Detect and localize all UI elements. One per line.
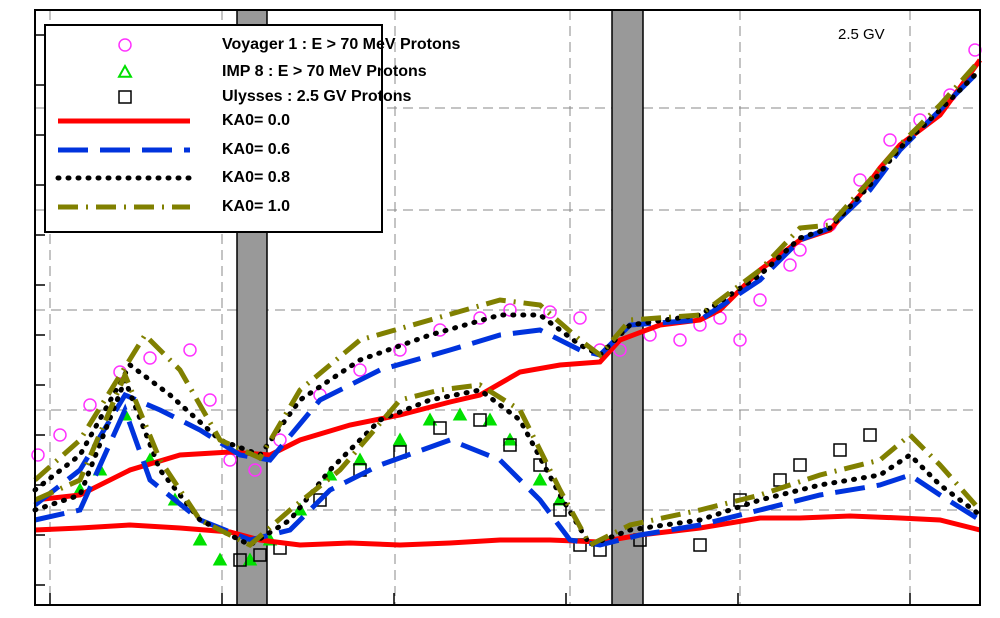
marker: [118, 90, 132, 104]
plot-frame: [34, 9, 981, 606]
marker: [733, 333, 747, 347]
marker: [392, 432, 408, 446]
marker: [143, 351, 157, 365]
marker: [212, 552, 228, 566]
marker: [883, 133, 897, 147]
marker: [753, 293, 767, 307]
legend-label: IMP 8 : E > 70 MeV Protons: [222, 63, 427, 80]
marker: [242, 552, 258, 566]
marker: [352, 452, 368, 466]
marker: [503, 438, 517, 452]
marker: [543, 305, 557, 319]
series-line: [33, 58, 982, 549]
marker: [118, 38, 132, 52]
marker: [552, 492, 568, 506]
marker: [31, 448, 45, 462]
marker: [693, 538, 707, 552]
marker: [532, 472, 548, 486]
marker: [833, 443, 847, 457]
marker: [422, 412, 438, 426]
marker: [233, 553, 247, 567]
legend-label: KA0= 0.0: [222, 112, 290, 129]
marker: [573, 311, 587, 325]
legend-label: Voyager 1 : E > 70 MeV Protons: [222, 36, 461, 53]
marker: [673, 333, 687, 347]
marker: [503, 303, 517, 317]
marker: [433, 421, 447, 435]
marker: [393, 343, 407, 357]
marker: [117, 63, 133, 78]
marker: [183, 343, 197, 357]
marker: [53, 428, 67, 442]
marker: [553, 503, 567, 517]
marker: [783, 258, 797, 272]
marker: [353, 363, 367, 377]
marker: [248, 463, 262, 477]
marker: [793, 458, 807, 472]
legend-label: KA0= 1.0: [222, 198, 290, 215]
series-line: [32, 67, 983, 549]
shaded-region: [611, 9, 644, 606]
marker: [773, 473, 787, 487]
marker: [253, 548, 267, 562]
plot-area: [31, 9, 983, 606]
marker: [203, 393, 217, 407]
axis-ticks: [35, 34, 911, 605]
marker: [192, 532, 208, 546]
marker: [793, 243, 807, 257]
marker: [473, 413, 487, 427]
annotation: 2.5 GV: [838, 26, 885, 43]
marker: [452, 407, 468, 421]
legend-box: [44, 24, 383, 233]
legend-label: KA0= 0.8: [222, 169, 290, 186]
marker: [853, 173, 867, 187]
marker: [482, 412, 498, 426]
marker: [83, 398, 97, 412]
marker: [223, 453, 237, 467]
marker: [863, 428, 877, 442]
legend: Voyager 1 : E > 70 MeV Protons IMP 8 : E …: [44, 24, 461, 233]
marker: [313, 493, 327, 507]
legend-label: Ulysses : 2.5 GV Protons: [222, 88, 412, 105]
legend-label: KA0= 0.6: [222, 141, 290, 158]
